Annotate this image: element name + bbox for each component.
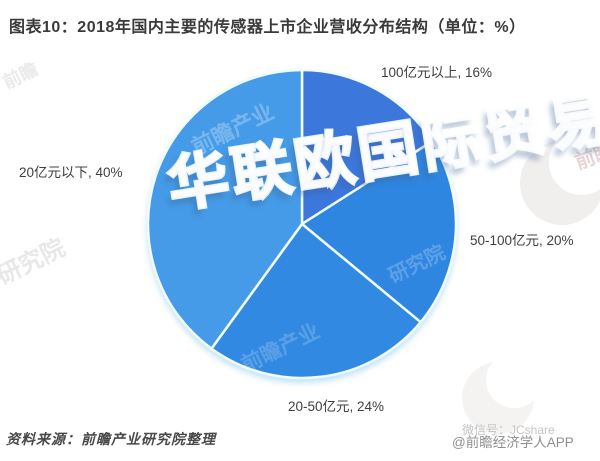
- pie-label-20-50: 20-50亿元, 24%: [288, 399, 385, 414]
- brand-watermark-text: 前瞻: [0, 59, 42, 93]
- brand-watermark-text: 前瞻: [572, 139, 600, 175]
- brand-watermark-text: 研究院: [0, 234, 70, 291]
- pie-slice-100亿元以上: [300, 68, 434, 226]
- pie-slice-50-100亿元: [300, 140, 458, 324]
- chart-title: 图表10：2018年国内主要的传感器上市企业营收分布结构（单位：%）: [9, 19, 526, 36]
- wechat-id-watermark: 微信号：JCshare: [462, 423, 555, 437]
- pie-label-under-20: 20亿元以下, 40%: [19, 165, 123, 180]
- pie-label-50-100: 50-100亿元, 20%: [470, 233, 574, 248]
- pie-label-over-100: 100亿元以上, 16%: [381, 65, 493, 80]
- pie-slice-20亿元以下: [146, 68, 304, 350]
- app-credit: @前瞻经济学人APP: [452, 435, 574, 450]
- source-note: 资料来源：前瞻产业研究院整理: [6, 433, 216, 448]
- pie-slice-20-50亿元: [210, 222, 422, 380]
- pie-chart: [146, 68, 458, 380]
- brand-logo-icon: [520, 129, 600, 225]
